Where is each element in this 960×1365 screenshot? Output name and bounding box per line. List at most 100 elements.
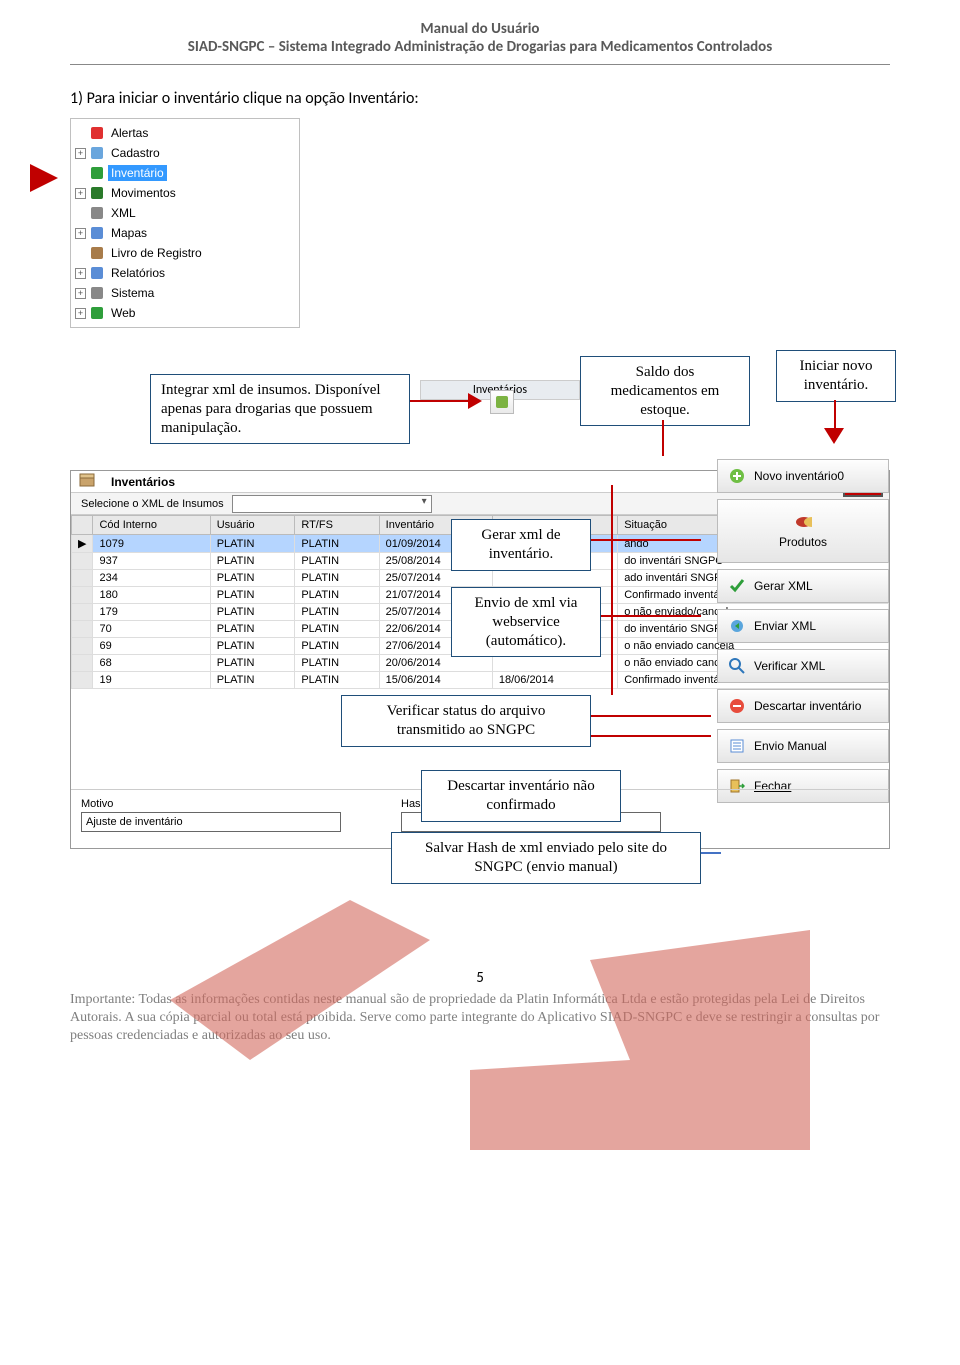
cell: PLATIN [295,587,379,604]
tree-item-xml[interactable]: XML [71,203,299,223]
alert-icon [89,125,105,141]
arrow-iniciar [824,428,844,444]
motivo-input[interactable] [81,812,341,832]
insumos-dropdown[interactable] [232,495,432,513]
navigation-tree: Alertas +Cadastro Inventário +MovimentosXML… [70,118,300,328]
cell: PLATIN [295,655,379,672]
tree-item-relatórios[interactable]: + Relatórios [71,263,299,283]
report-icon [89,265,105,281]
expand-icon[interactable]: + [75,228,86,239]
cell: 70 [93,621,210,638]
expand-icon[interactable] [75,248,86,259]
sel-label: Selecione o XML de Insumos [81,498,224,510]
tree-item-livro-de-registro[interactable]: Livro de Registro [71,243,299,263]
cell [72,553,93,570]
tree-label: Mapas [108,225,150,241]
pill-icon [794,513,812,531]
tree-item-web[interactable]: +Web [71,303,299,323]
list-icon [89,225,105,241]
plus-icon [728,467,746,485]
header-subtitle: SIAD-SNGPC – Sistema Integrado Administr… [70,38,890,56]
cell: PLATIN [210,570,295,587]
conn-descartar-line [591,735,711,737]
tree-item-alertas[interactable]: Alertas [71,123,299,143]
expand-icon[interactable] [75,208,86,219]
conn-verificar [591,715,711,717]
expand-icon[interactable] [75,128,86,139]
tree-item-inventário[interactable]: Inventário [71,163,299,183]
page-header: Manual do Usuário SIAD-SNGPC – Sistema I… [70,20,890,56]
callout-salvar: Salvar Hash de xml enviado pelo site do … [391,832,701,884]
cell [72,587,93,604]
cell [492,570,617,587]
tree-label: Inventário [108,165,167,181]
conn-gerar [591,539,701,541]
cell: PLATIN [210,604,295,621]
gear-icon [89,285,105,301]
globe-icon [89,305,105,321]
enviar-xml-button[interactable]: Enviar XML [717,609,889,643]
tree-area: Alertas +Cadastro Inventário +MovimentosXML… [70,118,890,328]
footer-text: Importante: Todas as informações contida… [70,991,890,1046]
callout-verificar: Verificar status do arquivo transmitido … [341,695,591,747]
tree-item-movimentos[interactable]: +Movimentos [71,183,299,203]
tree-item-cadastro[interactable]: +Cadastro [71,143,299,163]
expand-icon[interactable]: + [75,188,86,199]
insumos-btn-icon[interactable] [490,390,514,414]
cell: PLATIN [295,621,379,638]
box-icon [79,472,95,491]
tree-label: Livro de Registro [108,245,205,261]
cell: PLATIN [210,672,295,689]
col-header[interactable]: RT/FS [295,516,379,535]
cell: PLATIN [295,553,379,570]
tree-item-mapas[interactable]: + Mapas [71,223,299,243]
header-divider [70,64,890,65]
callout-integrar: Integrar xml de insumos. Disponível apen… [150,374,410,444]
cell: 15/06/2014 [379,672,492,689]
arrow-inventario [30,164,58,192]
expand-icon[interactable]: + [75,308,86,319]
step-instruction: 1) Para iniciar o inventário clique na o… [70,89,890,108]
tree-item-sistema[interactable]: + Sistema [71,283,299,303]
upper-callouts: Inventários Integrar xml de insumos. Dis… [70,350,890,470]
header-title: Manual do Usuário [70,20,890,38]
produtos-button[interactable]: Produtos [717,499,889,563]
inventarios-window: Inventários R Selecione o XML de Insumos… [70,470,890,849]
col-header[interactable]: Cód Interno [93,516,210,535]
page: Manual do Usuário SIAD-SNGPC – Sistema I… [0,0,960,1086]
callout-envio: Envio de xml via webservice (automático)… [451,587,601,657]
motivo-row: Motivo Hash Interno Descartar inventário… [71,789,889,848]
cell: PLATIN [210,553,295,570]
expand-icon[interactable] [75,168,86,179]
expand-icon[interactable]: + [75,268,86,279]
doc-icon [89,205,105,221]
verificar-xml-button[interactable]: Verificar XML [717,649,889,683]
box-icon [89,165,105,181]
callout-saldo: Saldo dos medicamentos em estoque. [580,356,750,426]
motivo-label: Motivo [81,798,341,810]
flag-icon [89,185,105,201]
cell [72,672,93,689]
cell [72,655,93,672]
cell: 180 [93,587,210,604]
expand-icon[interactable]: + [75,148,86,159]
expand-icon[interactable]: + [75,288,86,299]
check-icon [728,577,746,595]
cell: PLATIN [210,587,295,604]
arrow-integrar [468,393,482,409]
col-header[interactable]: Usuário [210,516,295,535]
cell: 937 [93,553,210,570]
tree-label: Sistema [108,285,157,301]
cell: PLATIN [295,570,379,587]
tree-label: Relatórios [108,265,168,281]
cell: PLATIN [210,638,295,655]
cell [72,621,93,638]
novo-inventario-button[interactable]: Novo inventário0 [717,459,889,493]
globe-arrow-icon [728,617,746,635]
col-header[interactable] [72,516,93,535]
produtos-label: Produtos [779,535,827,549]
gerar-xml-button[interactable]: Gerar XML [717,569,889,603]
cell: PLATIN [210,655,295,672]
cell [72,570,93,587]
tree-label: Alertas [108,125,151,141]
